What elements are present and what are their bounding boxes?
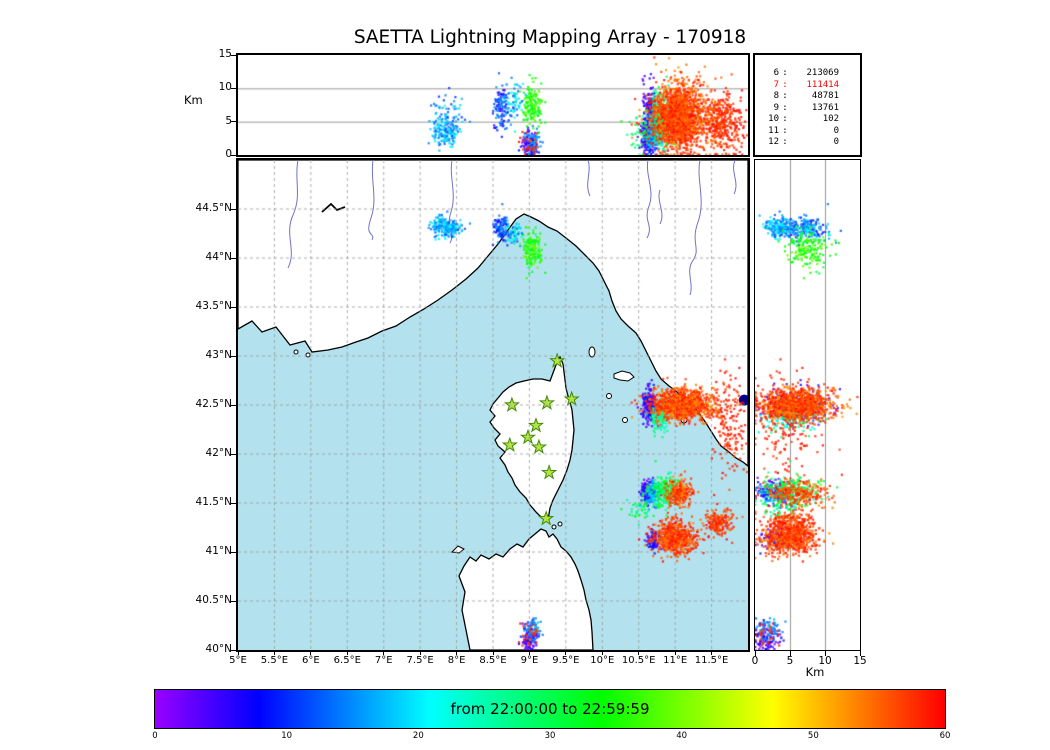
lon-tick: 9.5°E bbox=[552, 655, 580, 666]
stats-lvl: 12 bbox=[768, 137, 779, 147]
source-count-row: 6: 213069 bbox=[763, 68, 856, 80]
time-colorbar: from 22:00:00 to 22:59:59 bbox=[154, 689, 946, 729]
map-panel bbox=[236, 158, 750, 652]
source-count-row: 8: 48781 bbox=[763, 91, 856, 103]
lat-tick: 42.5°N bbox=[195, 398, 232, 410]
right-xtick: 0 bbox=[751, 655, 759, 667]
lat-tick: 43.5°N bbox=[195, 300, 232, 312]
altitude-longitude-panel bbox=[236, 53, 750, 157]
stats-colon: : bbox=[782, 102, 788, 113]
stats-count: 0 bbox=[833, 125, 839, 136]
source-count-row: 10: 102 bbox=[763, 114, 856, 126]
source-count-row: 9: 13761 bbox=[763, 103, 856, 115]
colorbar-label: from 22:00:00 to 22:59:59 bbox=[450, 700, 650, 718]
source-counts-list: 6: 213069 7: 111414 8: 48781 9: 13761 10: 102 11: 0… bbox=[755, 55, 860, 149]
lon-tick: 8.5°E bbox=[479, 655, 507, 666]
lat-tick: 41.5°N bbox=[195, 496, 232, 508]
colorbar-tick: 10 bbox=[281, 731, 293, 741]
stats-lvl: 6 bbox=[773, 68, 779, 78]
colorbar-tick: 0 bbox=[152, 731, 158, 741]
source-count-row: 12: 0 bbox=[763, 137, 856, 149]
lon-tick: 8°E bbox=[447, 655, 466, 666]
tick-mark bbox=[754, 651, 756, 656]
top-ytick: 0 bbox=[225, 148, 232, 160]
lat-tick: 44.5°N bbox=[195, 202, 232, 214]
stats-colon: : bbox=[782, 79, 788, 90]
stats-colon: : bbox=[782, 137, 788, 147]
lon-tick: 10.5°E bbox=[621, 655, 656, 666]
right-xtick: 15 bbox=[853, 655, 867, 667]
stats-count: 13761 bbox=[811, 102, 839, 113]
top-ytick: 15 bbox=[218, 48, 232, 60]
stats-lvl: 8 bbox=[773, 91, 779, 101]
source-counts-panel: 6: 213069 7: 111414 8: 48781 9: 13761 10: 102 11: 0… bbox=[753, 53, 862, 157]
lon-tick: 9°E bbox=[520, 655, 539, 666]
lon-tick: 6°E bbox=[302, 655, 320, 666]
colorbar-tick: 30 bbox=[544, 731, 556, 741]
colorbar-tick: 40 bbox=[676, 731, 688, 741]
stats-lvl: 11 bbox=[768, 125, 779, 136]
chart-title: SAETTA Lightning Mapping Array - 170918 bbox=[353, 27, 747, 48]
lon-tick: 5.5°E bbox=[260, 655, 289, 666]
altitude-latitude-canvas bbox=[755, 160, 860, 650]
lat-tick: 40°N bbox=[205, 643, 232, 655]
tick-mark bbox=[789, 651, 791, 656]
stats-count: 102 bbox=[822, 114, 839, 124]
lon-tick: 11.5°E bbox=[694, 655, 729, 666]
stats-lvl: 9 bbox=[773, 102, 779, 113]
lat-tick: 41°N bbox=[205, 545, 232, 557]
lon-tick: 11°E bbox=[663, 655, 688, 666]
stats-count: 0 bbox=[833, 137, 839, 147]
lon-tick: 5°E bbox=[229, 655, 247, 666]
stats-colon: : bbox=[782, 91, 788, 101]
lat-tick: 40.5°N bbox=[195, 594, 232, 606]
lon-tick: 7°E bbox=[374, 655, 393, 666]
top-ytick: 5 bbox=[225, 114, 232, 127]
stats-lvl: 10 bbox=[768, 114, 779, 124]
stats-colon: : bbox=[782, 68, 788, 78]
right-panel-xlabel: Km bbox=[805, 665, 825, 679]
stats-count: 111414 bbox=[806, 79, 839, 90]
stats-lvl: 7 bbox=[773, 79, 779, 90]
colorbar-tick: 60 bbox=[939, 731, 951, 741]
stats-colon: : bbox=[782, 125, 788, 136]
colorbar-tick: 50 bbox=[807, 731, 819, 741]
top-panel-ylabel: Km bbox=[184, 93, 203, 107]
altitude-latitude-panel bbox=[754, 159, 861, 651]
lat-tick: 43°N bbox=[205, 349, 232, 361]
stats-count: 213069 bbox=[806, 68, 839, 78]
tick-mark bbox=[824, 651, 826, 656]
lat-tick: 42°N bbox=[205, 447, 232, 459]
lon-tick: 10°E bbox=[590, 655, 615, 666]
colorbar-tick: 20 bbox=[412, 731, 424, 741]
lat-tick: 44°N bbox=[205, 251, 232, 263]
top-ytick: 10 bbox=[218, 81, 232, 94]
lon-tick: 7.5°E bbox=[406, 655, 434, 666]
tick-mark bbox=[859, 651, 861, 656]
map-scatter-canvas bbox=[238, 160, 748, 650]
stats-colon: : bbox=[782, 114, 788, 124]
colorbar-gradient-canvas bbox=[155, 690, 945, 728]
source-count-row: 7: 111414 bbox=[763, 80, 856, 92]
stats-count: 48781 bbox=[811, 91, 839, 101]
altitude-longitude-canvas bbox=[238, 55, 748, 155]
lon-tick: 6.5°E bbox=[333, 655, 361, 666]
source-count-row: 11: 0 bbox=[763, 126, 856, 138]
